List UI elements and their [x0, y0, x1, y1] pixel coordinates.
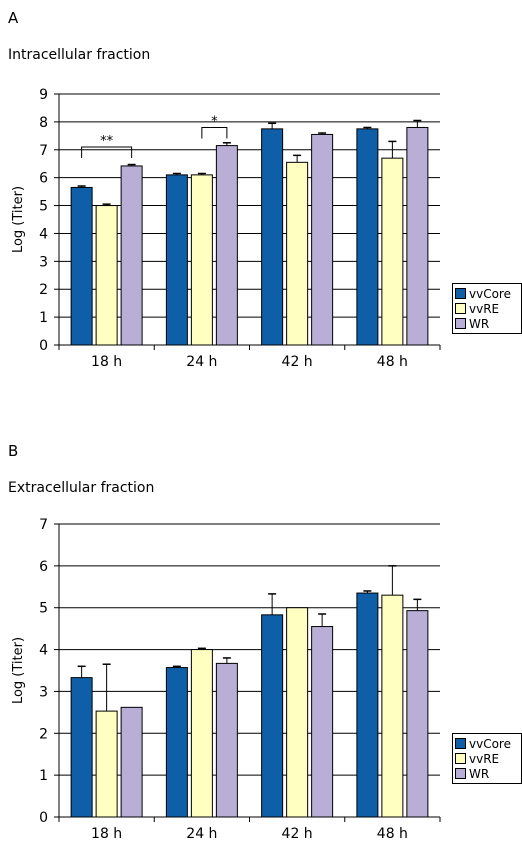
- legend-swatch: [455, 753, 466, 764]
- y-tick-label: 1: [39, 768, 48, 784]
- bar-vvRE-2: [286, 161, 309, 346]
- y-axis-label: Log (Titer): [11, 186, 26, 253]
- y-tick-label: 8: [39, 115, 48, 131]
- panel-b-label: B: [8, 442, 19, 460]
- bar-WR-0: [120, 165, 143, 346]
- legend-label: WR: [469, 316, 490, 331]
- bar-vvRE-0: [95, 205, 118, 346]
- legend-item-vvCore: vvCore: [455, 736, 521, 751]
- y-tick-label: 6: [39, 559, 48, 575]
- x-tick-label: 48 h: [377, 354, 408, 370]
- bar-WR-2: [311, 133, 334, 346]
- bar-vvRE-1: [190, 174, 213, 346]
- y-tick-label: 2: [39, 282, 48, 298]
- bar-vvCore-1: [165, 174, 188, 346]
- bar-WR-0: [120, 706, 143, 818]
- x-tick-label: 24 h: [186, 354, 217, 370]
- legend-item-WR: WR: [455, 316, 521, 331]
- y-tick-label: 9: [39, 87, 48, 103]
- chart-legend-extracellular: vvCore vvRE WR: [452, 733, 522, 784]
- x-tick-label: 18 h: [91, 826, 122, 842]
- x-tick-label: 42 h: [282, 354, 313, 370]
- bar-vvRE-1: [190, 649, 213, 818]
- legend-swatch: [455, 738, 466, 749]
- bar-WR-3: [406, 126, 429, 346]
- significance-bracket: [81, 146, 133, 158]
- x-tick-label: 42 h: [282, 826, 313, 842]
- legend-label: WR: [469, 766, 490, 781]
- legend-label: vvCore: [469, 736, 511, 751]
- legend-item-vvCore: vvCore: [455, 286, 521, 301]
- y-tick-label: 0: [39, 810, 48, 826]
- panel-a-title: Intracellular fraction: [8, 47, 151, 63]
- bar-vvCore-3: [356, 128, 379, 346]
- legend-swatch: [455, 303, 466, 314]
- y-tick-label: 7: [39, 143, 48, 159]
- chart-legend-intracellular: vvCore vvRE WR: [452, 283, 522, 334]
- legend-label: vvRE: [469, 301, 500, 316]
- bar-vvRE-2: [286, 607, 309, 818]
- significance-label: **: [100, 134, 114, 149]
- y-tick-label: 4: [39, 226, 48, 242]
- legend-swatch: [455, 318, 466, 329]
- bar-WR-1: [215, 662, 238, 818]
- y-tick-label: 3: [39, 684, 48, 700]
- bar-vvCore-2: [261, 614, 284, 818]
- bar-vvCore-0: [70, 677, 93, 818]
- bar-WR-3: [406, 610, 429, 818]
- y-tick-label: 2: [39, 726, 48, 742]
- legend-swatch: [455, 288, 466, 299]
- legend-item-WR: WR: [455, 766, 521, 781]
- x-tick-label: 18 h: [91, 354, 122, 370]
- legend-label: vvCore: [469, 286, 511, 301]
- legend-item-vvRE: vvRE: [455, 751, 521, 766]
- bar-vvCore-2: [261, 128, 284, 346]
- bar-vvCore-3: [356, 592, 379, 818]
- bar-vvRE-0: [95, 710, 118, 818]
- y-axis-label: Log (Titer): [11, 637, 26, 704]
- bar-vvRE-3: [381, 157, 404, 346]
- extracellular-bar-chart: 0 1 2 3 4 5 6 7 18 h 24 h 42 h 48 h Log (Titer): [11, 517, 441, 842]
- y-tick-label: 5: [39, 199, 48, 215]
- panel-a-label: A: [8, 9, 19, 27]
- bar-vvRE-3: [381, 594, 404, 818]
- legend-item-vvRE: vvRE: [455, 301, 521, 316]
- x-tick-label: 48 h: [377, 826, 408, 842]
- y-tick-label: 4: [39, 643, 48, 659]
- y-tick-label: 6: [39, 171, 48, 187]
- legend-swatch: [455, 768, 466, 779]
- significance-bracket: [201, 126, 228, 139]
- bar-vvCore-1: [165, 667, 188, 818]
- legend-label: vvRE: [469, 751, 500, 766]
- panel-b-title: Extracellular fraction: [8, 480, 155, 496]
- y-tick-label: 7: [39, 517, 48, 533]
- y-tick-label: 3: [39, 254, 48, 270]
- bar-WR-1: [215, 145, 238, 346]
- y-tick-label: 5: [39, 601, 48, 617]
- bar-vvCore-0: [70, 186, 93, 346]
- significance-label: *: [211, 114, 218, 129]
- y-tick-label: 1: [39, 310, 48, 326]
- y-tick-label: 0: [39, 338, 48, 354]
- x-tick-label: 24 h: [186, 826, 217, 842]
- bar-WR-2: [311, 626, 334, 818]
